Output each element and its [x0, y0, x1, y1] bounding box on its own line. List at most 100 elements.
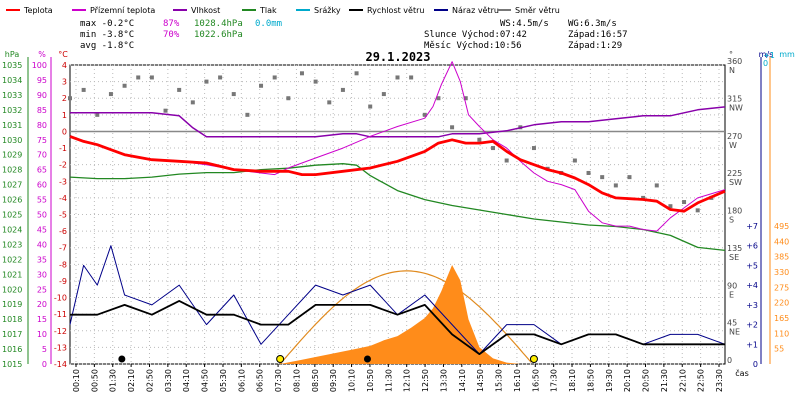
x-tick-label: 08:50	[311, 369, 320, 392]
chart-title: 29.1.2023	[365, 50, 430, 64]
x-tick-label: 21:30	[660, 369, 669, 392]
wind-direction-dot	[409, 75, 414, 80]
x-tick-label: 16:10	[513, 369, 522, 392]
humidity-tick-label: 55	[37, 196, 47, 205]
x-tick-label: 12:10	[403, 369, 412, 392]
direction-name-label: W	[729, 141, 737, 150]
wind-speed-info: WS:4.5m/s	[500, 19, 549, 29]
wind-direction-dot	[450, 125, 455, 130]
x-tick-label: 14:50	[476, 369, 485, 392]
moon-marker	[118, 355, 126, 363]
wind-direction-dot	[299, 71, 304, 76]
wind-direction-dot	[600, 175, 605, 180]
wind-direction-dot	[381, 92, 386, 97]
sun-elevation-curve	[279, 270, 532, 365]
humidity-tick-label: 15	[37, 315, 47, 324]
direction-name-label: SE	[729, 253, 739, 262]
legend-label: Rychlost větru	[367, 6, 424, 15]
radiation-tick-label: 495	[774, 222, 789, 231]
rain-axis-title: mm	[779, 50, 795, 59]
direction-name-label: NE	[729, 328, 740, 337]
temperature-tick-label: -9	[59, 277, 67, 286]
wind-direction-dot	[354, 71, 359, 76]
x-axis-label: čas	[735, 368, 748, 378]
direction-tick-label: 225	[727, 169, 742, 178]
wind-tick-label: +6	[746, 242, 758, 251]
humidity-tick-label: 40	[37, 240, 47, 249]
wind-direction-dot	[286, 96, 291, 101]
wind-direction-dot	[177, 87, 182, 92]
rain-tick-label: 0	[763, 59, 768, 68]
direction-tick-label: 360	[727, 57, 742, 66]
legend-label: Tlak	[259, 6, 277, 15]
humidity-tick-label: 25	[37, 285, 47, 294]
legend-label: Přízemní teplota	[90, 6, 155, 15]
humidity-tick-label: 70	[37, 151, 47, 160]
wind-tick-label: +2	[746, 321, 758, 330]
humidity-tick-label: 20	[37, 300, 47, 309]
temperature-tick-label: -2	[59, 161, 67, 170]
temperature-tick-label: -7	[59, 244, 67, 253]
humidity-line	[70, 106, 726, 138]
x-tick-label: 19:30	[605, 369, 614, 392]
x-tick-label: 23:30	[715, 369, 724, 392]
moon-rise-info: Měsíc Východ:10:56	[424, 41, 522, 51]
pressure-tick-label: 1028	[2, 166, 22, 175]
stat-max-rain: 0.0mm	[255, 19, 282, 29]
stat-max-humidity: 87%	[163, 19, 180, 29]
sun-rise-info: Slunce Východ:07:42	[424, 30, 527, 40]
pressure-tick-label: 1032	[2, 106, 22, 115]
x-tick-label: 02:10	[127, 369, 136, 392]
direction-tick-label: 0	[727, 356, 732, 365]
radiation-tick-label: 220	[774, 299, 789, 308]
pressure-tick-label: 1027	[2, 181, 22, 190]
wind-direction-dot	[149, 75, 154, 80]
humidity-tick-label: 5	[42, 345, 47, 354]
radiation-tick-label: 165	[774, 314, 789, 323]
temperature-tick-label: 0	[62, 127, 67, 136]
x-tick-label: 22:50	[697, 369, 706, 392]
x-tick-label: 17:30	[550, 369, 559, 392]
wind-direction-dot	[422, 112, 427, 117]
legend-label: Teplota	[23, 6, 53, 15]
pressure-tick-label: 1029	[2, 151, 22, 160]
wind-direction-dot	[163, 108, 168, 113]
moon-marker	[363, 355, 371, 363]
direction-name-label: SW	[729, 178, 742, 187]
x-tick-label: 01:30	[109, 369, 118, 392]
direction-axis-title: °	[729, 50, 733, 59]
temperature-tick-label: -12	[54, 327, 67, 336]
wind-direction-dot	[613, 183, 618, 188]
pressure-tick-label: 1031	[2, 121, 22, 130]
stat-avg-temp: avg -1.8°C	[80, 41, 134, 51]
wind-direction-dot	[668, 204, 673, 209]
humidity-tick-label: 0	[42, 360, 47, 369]
wind-direction-dot	[491, 146, 496, 151]
temperature-tick-label: 4	[62, 61, 67, 70]
direction-name-label: NW	[729, 103, 743, 112]
direction-tick-label: 90	[727, 281, 737, 290]
wind-direction-dot	[81, 87, 86, 92]
temperature-tick-label: -3	[59, 177, 67, 186]
wind-direction-dot	[95, 112, 100, 117]
wind-tick-label: +4	[746, 281, 758, 290]
wind-direction-dot	[477, 137, 482, 142]
legend-label: Vlhkost	[191, 6, 220, 15]
humidity-axis-title: %	[38, 50, 46, 59]
humidity-tick-label: 75	[37, 136, 47, 145]
x-tick-label: 14:10	[458, 369, 467, 392]
stat-min-temp: min -3.8°C	[80, 30, 134, 40]
humidity-tick-label: 60	[37, 181, 47, 190]
temperature-line	[69, 135, 726, 213]
temperature-tick-label: -5	[59, 211, 67, 220]
x-tick-label: 12:50	[421, 369, 430, 392]
wind-direction-dot	[695, 208, 700, 213]
pressure-tick-label: 1020	[2, 285, 22, 294]
wind-direction-dot	[463, 96, 468, 101]
solar-radiation-area	[280, 265, 534, 364]
direction-tick-label: 135	[727, 244, 742, 253]
humidity-tick-label: 65	[37, 166, 47, 175]
pressure-tick-label: 1024	[2, 225, 22, 234]
